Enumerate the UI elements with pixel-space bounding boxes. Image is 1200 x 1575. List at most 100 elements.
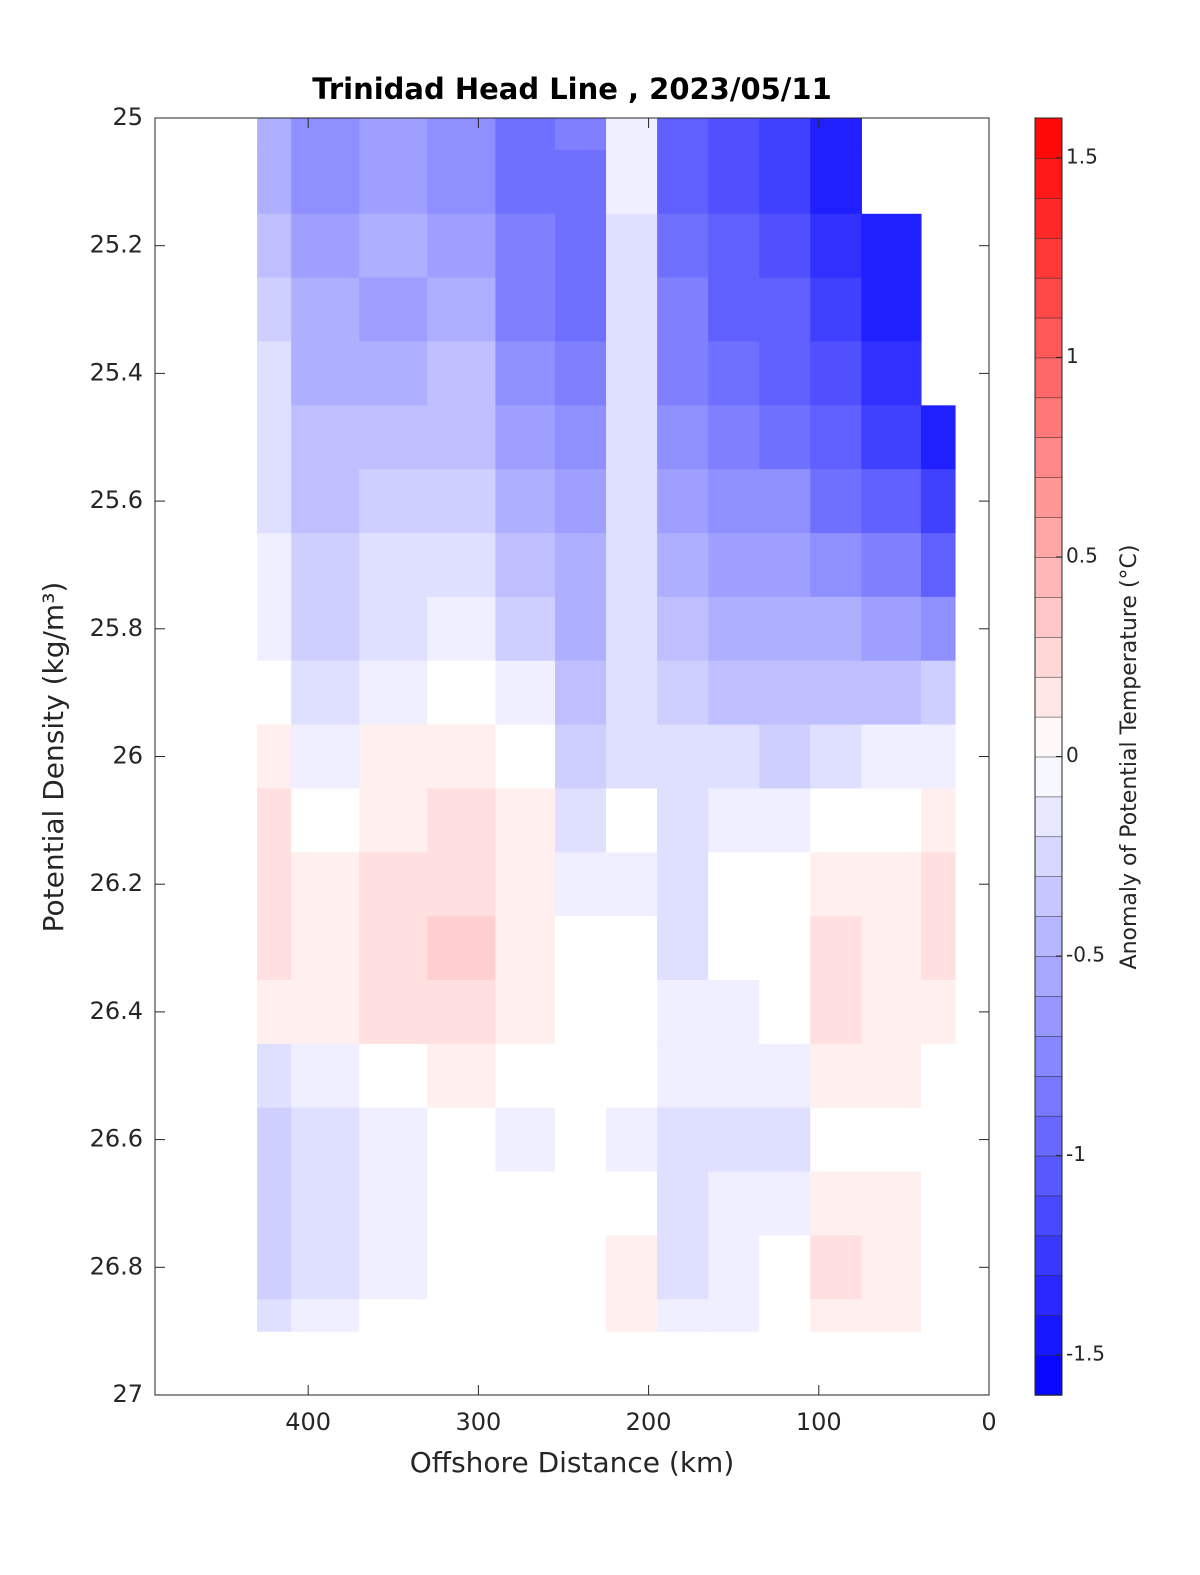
contour-cell — [759, 1235, 811, 1300]
contour-cell — [554, 1299, 607, 1332]
contour-cell — [359, 596, 428, 662]
contour-cell — [427, 149, 497, 215]
contour-cell — [708, 1235, 760, 1300]
colorbar-label: Anomaly of Potential Temperature (°C) — [1117, 545, 1142, 970]
contour-cell — [810, 277, 862, 343]
contour-cell — [427, 533, 497, 598]
colorbar-band — [1034, 1075, 1063, 1117]
y-tick-label: 26.8 — [90, 1252, 143, 1280]
colorbar-tick-label: 1 — [1066, 344, 1079, 368]
contour-cell — [359, 341, 428, 406]
contour-cell — [359, 533, 428, 598]
contour-cell — [810, 916, 862, 981]
contour-cell — [291, 660, 360, 726]
contour-cell — [861, 277, 922, 343]
contour-cell — [291, 1107, 360, 1173]
colorbar-band — [1034, 237, 1063, 279]
contour-cell — [291, 533, 360, 598]
colorbar-band — [1034, 1155, 1063, 1197]
colorbar-band — [1034, 875, 1063, 917]
contour-cell — [810, 1299, 862, 1332]
contour-cell — [427, 118, 497, 151]
contour-cell — [708, 149, 760, 215]
contour-cell — [657, 660, 709, 726]
contour-cell — [861, 1107, 922, 1173]
contour-cell — [291, 405, 360, 470]
contour-cell — [257, 149, 292, 215]
contour-cell — [495, 149, 556, 215]
contour-cell — [708, 660, 760, 726]
colorbar-band — [1034, 437, 1063, 478]
colorbar-tick-label: -0.5 — [1066, 943, 1105, 967]
contour-cell — [554, 1235, 607, 1300]
contour-cell — [554, 213, 607, 279]
contour-cell — [861, 852, 922, 917]
contour-cell — [554, 724, 607, 790]
contour-cell — [495, 1171, 556, 1236]
contour-cell — [810, 469, 862, 534]
contour-cell — [495, 724, 556, 790]
contour-cell — [359, 979, 428, 1045]
contour-cell — [554, 788, 607, 853]
contour-cell — [920, 724, 956, 790]
colorbar-band — [1034, 915, 1063, 957]
contour-cell — [359, 405, 428, 470]
contour-cell — [606, 149, 658, 215]
contour-cell — [861, 1043, 922, 1109]
contour-cell — [291, 213, 360, 279]
colorbar-band — [1034, 1195, 1063, 1237]
contour-cell — [359, 277, 428, 343]
contour-cell — [920, 1107, 956, 1173]
contour-cell — [606, 979, 658, 1045]
colorbar-band — [1034, 476, 1063, 518]
contour-cell — [920, 788, 956, 853]
contour-cell — [920, 1235, 956, 1300]
contour-cell — [427, 405, 497, 470]
contour-cell — [708, 118, 760, 151]
contour-cell — [759, 1171, 811, 1236]
contour-cell — [759, 979, 811, 1045]
contour-cell — [427, 277, 497, 343]
colorbar-band — [1034, 1354, 1063, 1396]
contour-cell — [810, 533, 862, 598]
contour-cell — [920, 979, 956, 1045]
contour-cell — [810, 213, 862, 279]
contour-cell — [554, 1107, 607, 1173]
contour-cell — [861, 213, 922, 279]
contour-cell — [920, 916, 956, 981]
contour-cell — [920, 1043, 956, 1109]
contour-cell — [657, 916, 709, 981]
colorbar-band — [1034, 716, 1063, 758]
contour-cell — [257, 1235, 292, 1300]
contour-cell — [495, 469, 556, 534]
contour-cell — [291, 1299, 360, 1332]
contour-cell — [495, 405, 556, 470]
colorbar-band — [1034, 516, 1063, 558]
contour-cell — [920, 660, 956, 726]
contour-cell — [495, 916, 556, 981]
colorbar-band — [1034, 796, 1063, 838]
contour-cell — [495, 788, 556, 853]
contour-cell — [257, 1171, 292, 1236]
contour-cell — [759, 1107, 811, 1173]
contour-cell — [759, 852, 811, 917]
contour-cell — [257, 1299, 292, 1332]
contour-cell — [861, 724, 922, 790]
contour-cell — [257, 724, 292, 790]
contour-cell — [495, 1107, 556, 1173]
contour-cell — [810, 1107, 862, 1173]
contour-cell — [495, 1235, 556, 1300]
contour-cell — [554, 118, 607, 151]
x-tick-label: 0 — [981, 1408, 996, 1436]
colorbar-band — [1034, 1115, 1063, 1157]
contour-cell — [759, 469, 811, 534]
contour-cell — [810, 979, 862, 1045]
contour-cell — [257, 1043, 292, 1109]
contour-cell — [291, 852, 360, 917]
contour-cell — [657, 596, 709, 662]
contour-cell — [495, 533, 556, 598]
contour-cell — [708, 533, 760, 598]
contour-cell — [495, 277, 556, 343]
contour-cell — [291, 916, 360, 981]
contour-cell — [657, 1171, 709, 1236]
